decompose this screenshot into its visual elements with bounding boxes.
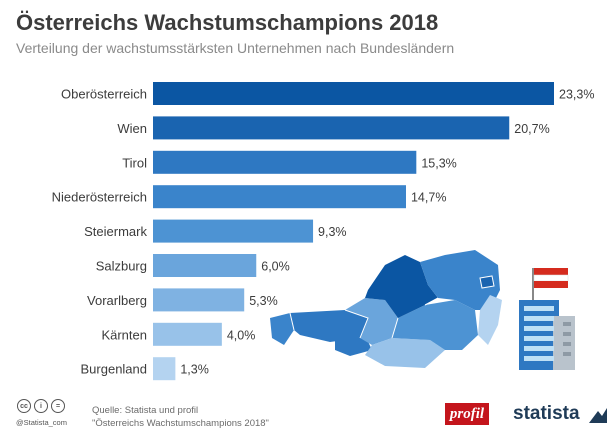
map-kaernten: [365, 338, 445, 368]
nd-icon: =: [51, 399, 65, 413]
map-tirol: [290, 310, 368, 342]
category-label: Burgenland: [81, 362, 148, 377]
source-line-1: Quelle: Statista und profil: [92, 405, 199, 416]
bar: [153, 288, 245, 312]
map-vorarlberg: [270, 313, 294, 345]
bar: [153, 185, 406, 209]
map-wien: [479, 275, 495, 289]
value-label: 23,3%: [559, 88, 594, 102]
bar: [153, 82, 554, 105]
value-label: 15,3%: [421, 156, 456, 170]
map-steiermark: [392, 300, 478, 350]
bar: [153, 116, 510, 140]
cc-icon: cc: [17, 399, 31, 413]
category-label: Niederösterreich: [52, 190, 147, 205]
bar: [153, 219, 314, 243]
map-osttirol: [335, 335, 372, 356]
value-label: 14,7%: [411, 191, 446, 205]
map-salzburg: [345, 298, 398, 345]
category-label: Salzburg: [96, 259, 147, 274]
category-label: Tirol: [122, 155, 147, 170]
value-label: 5,3%: [249, 294, 278, 308]
chart-title: Österreichs Wachstumschampions 2018: [16, 10, 439, 35]
statista-handle: @Statista_com: [16, 418, 67, 427]
value-label: 6,0%: [261, 260, 290, 274]
bar: [153, 322, 222, 346]
category-label: Wien: [117, 121, 147, 136]
category-label: Kärnten: [101, 327, 147, 342]
map-burgenland: [478, 295, 502, 345]
chart-subtitle: Verteilung der wachstumsstärksten Untern…: [16, 40, 455, 56]
value-label: 20,7%: [514, 122, 549, 136]
value-label: 4,0%: [227, 328, 256, 342]
map-oberoesterreich: [365, 255, 438, 318]
category-label: Vorarlberg: [87, 293, 147, 308]
profil-logo[interactable]: profil: [445, 403, 489, 425]
value-label: 9,3%: [318, 225, 347, 239]
building-illustration: [519, 268, 575, 370]
bar: [153, 357, 176, 381]
statista-mark-icon: [589, 408, 607, 423]
source-line-2: "Österreichs Wachstumschampions 2018": [92, 418, 269, 429]
license-icons: cc i =: [17, 399, 65, 413]
statista-logo[interactable]: statista: [513, 403, 580, 424]
category-label: Steiermark: [84, 224, 147, 239]
bar: [153, 254, 257, 277]
value-label: 1,3%: [180, 363, 209, 377]
bar: [153, 150, 417, 174]
source-note: Quelle: Statista und profil "Österreichs…: [92, 404, 269, 430]
by-icon: i: [34, 399, 48, 413]
map-niederoesterreich: [420, 250, 500, 310]
category-label: Oberösterreich: [61, 87, 147, 102]
austria-map-illustration: [270, 250, 502, 368]
